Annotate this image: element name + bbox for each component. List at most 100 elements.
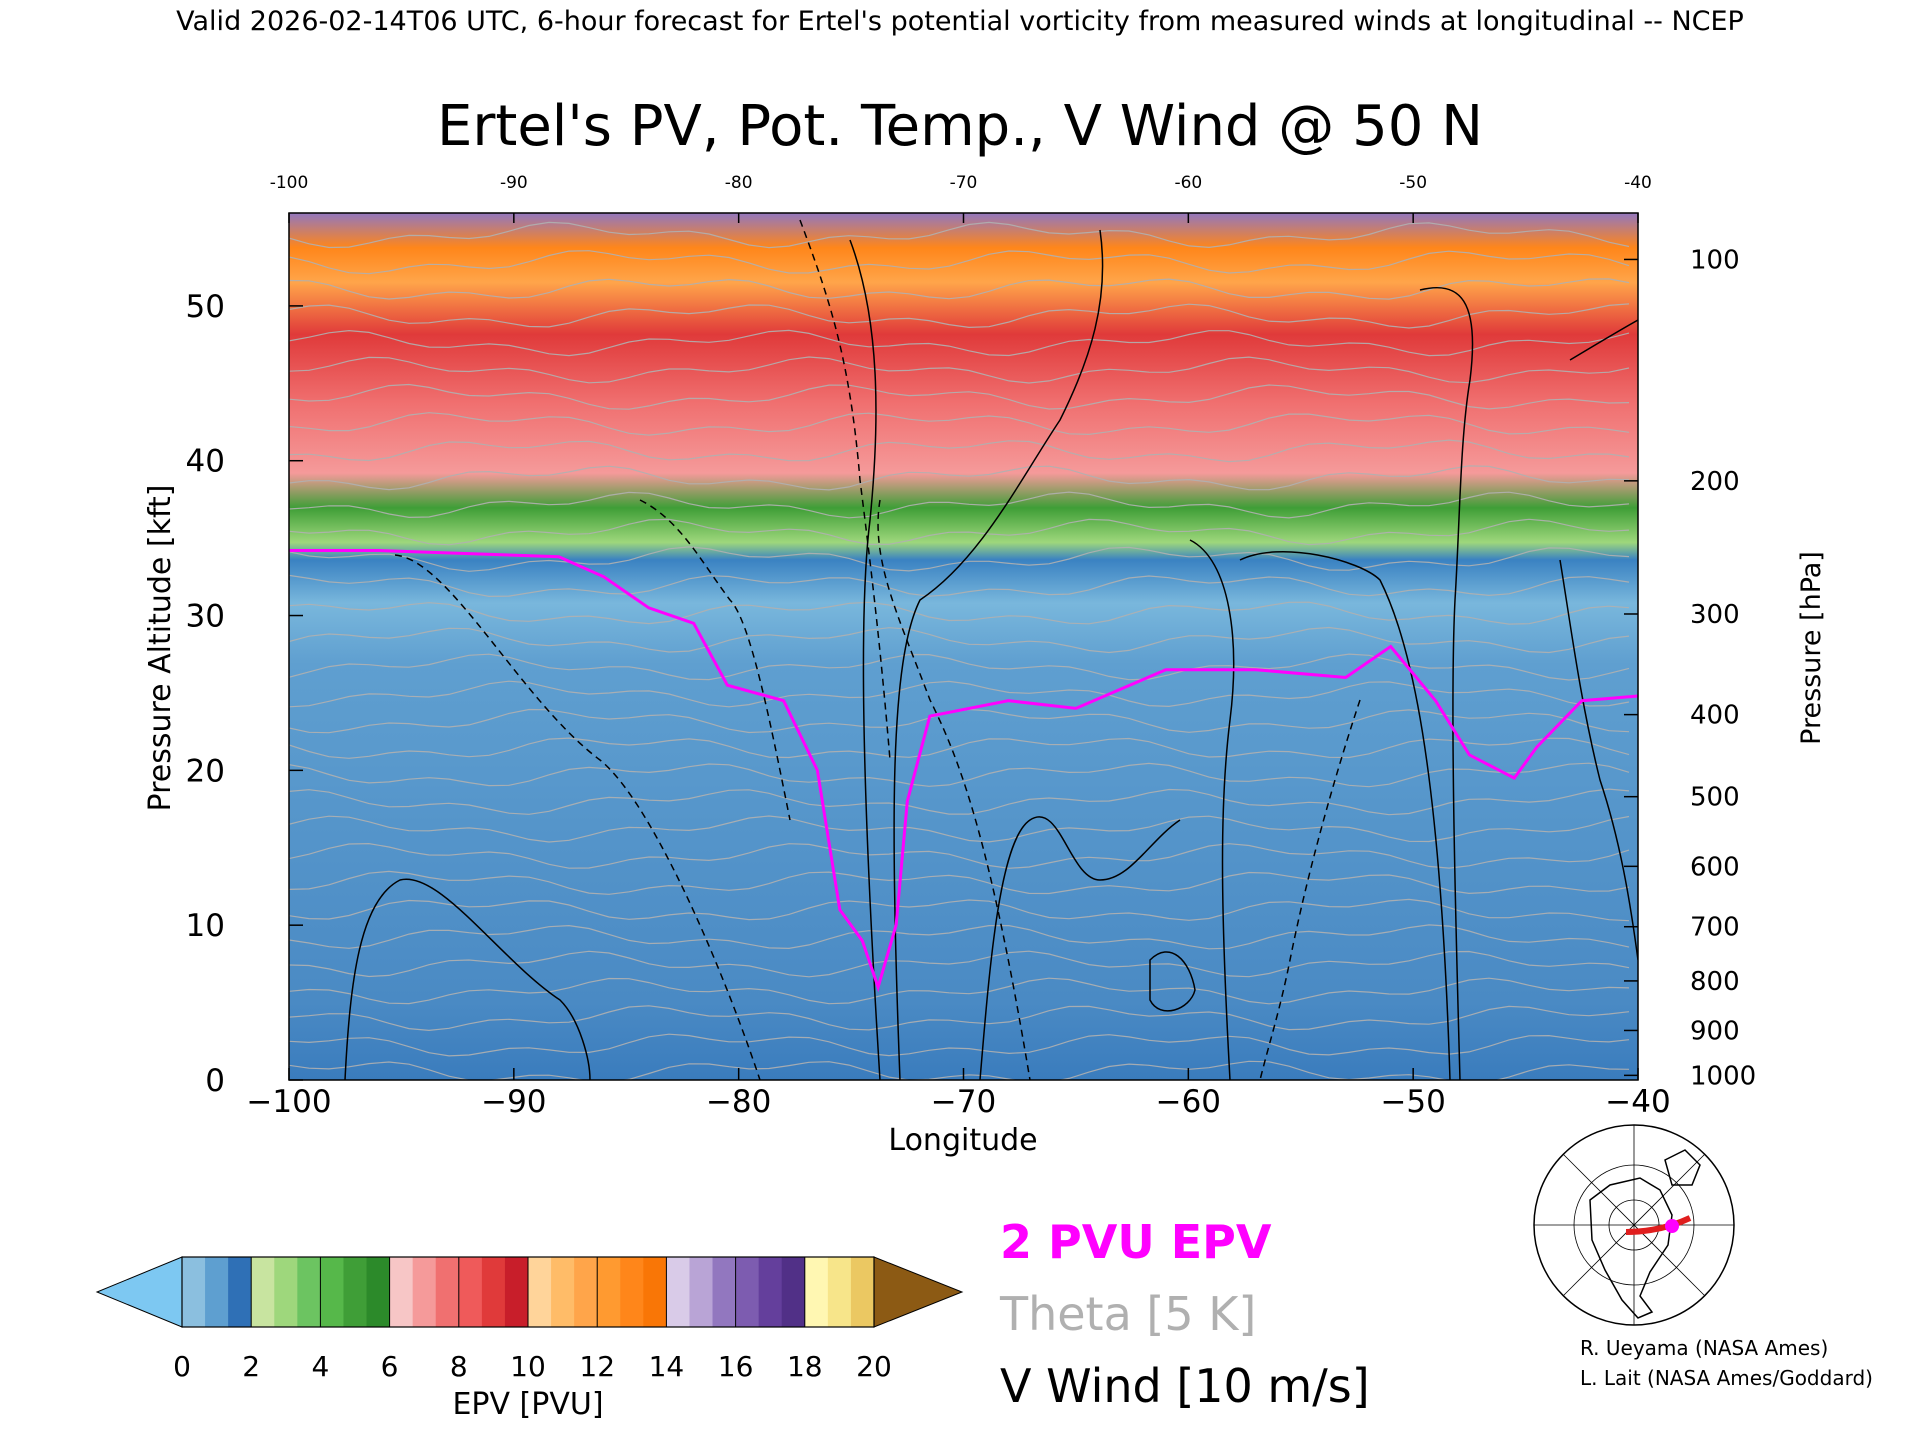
theta-contour-line bbox=[289, 329, 1630, 357]
theta-contour-line bbox=[289, 977, 1630, 1005]
colorbar-segment bbox=[343, 1257, 368, 1327]
colorbar-segment bbox=[620, 1257, 644, 1327]
colorbar-segment bbox=[389, 1257, 414, 1327]
v-wind-contour-line bbox=[1559, 559, 1638, 961]
pressure-tick-label: 200 bbox=[1690, 467, 1740, 497]
theta-contour-line bbox=[289, 815, 1630, 843]
theta-contour-line bbox=[289, 412, 1630, 436]
top-x-tick-label: -50 bbox=[1399, 173, 1427, 193]
theta-contour-line bbox=[289, 842, 1630, 869]
colorbar-tick-label: 20 bbox=[856, 1350, 892, 1383]
top-x-tick-label: -60 bbox=[1174, 173, 1202, 193]
colorbar-tick-label: 12 bbox=[579, 1350, 615, 1383]
theta-contour-line bbox=[289, 626, 1630, 654]
v-wind-contour-line bbox=[344, 878, 591, 1080]
locator-map bbox=[1533, 1124, 1735, 1326]
colorbar: 0 2 4 6 8 10 12 14 16 18 20 bbox=[95, 1256, 964, 1383]
colorbar-frame bbox=[181, 1256, 875, 1328]
colorbar-segment bbox=[320, 1257, 344, 1327]
theta-contour-line bbox=[289, 465, 1630, 491]
theta-contour-line bbox=[289, 356, 1630, 384]
section-marker-icon bbox=[1665, 1219, 1679, 1233]
pressure-tick-label: 700 bbox=[1690, 913, 1740, 943]
colorbar-segment bbox=[274, 1257, 298, 1327]
header-text: Valid 2026-02-14T06 UTC, 6-hour forecast… bbox=[176, 6, 1744, 37]
top-x-tick-label: -80 bbox=[725, 173, 753, 193]
pressure-tick-label: 400 bbox=[1690, 701, 1740, 731]
theta-contour-line bbox=[289, 870, 1630, 895]
colorbar-segment bbox=[850, 1257, 875, 1327]
v-wind-contour-line bbox=[1259, 699, 1361, 1080]
credit-line-2: L. Lait (NASA Ames/Goddard) bbox=[1580, 1366, 1873, 1390]
legend-item-theta: Theta [5 K] bbox=[999, 1287, 1256, 1341]
colorbar-segment bbox=[182, 1257, 206, 1327]
colorbar-tick-label: 0 bbox=[173, 1350, 191, 1383]
pressure-tick-label: 600 bbox=[1690, 852, 1740, 882]
theta-contour-line bbox=[289, 518, 1630, 546]
theta-contour-line bbox=[289, 1033, 1630, 1057]
theta-contour-line bbox=[289, 491, 1630, 519]
theta-contour-line bbox=[289, 546, 1630, 572]
v-wind-contour-line bbox=[893, 229, 1104, 1080]
legend: 2 PVU EPV Theta [5 K] V Wind [10 m/s] bbox=[999, 1215, 1370, 1413]
pressure-tick-label: 900 bbox=[1690, 1016, 1740, 1046]
pressure-tick-label: 1000 bbox=[1690, 1061, 1756, 1091]
theta-contour-line bbox=[289, 1005, 1630, 1032]
colorbar-segment bbox=[481, 1257, 506, 1327]
colorbar-segment bbox=[412, 1257, 437, 1327]
colorbar-segment bbox=[804, 1257, 829, 1327]
x-tick-label: −90 bbox=[481, 1084, 546, 1120]
pressure-tick-label: 100 bbox=[1690, 245, 1740, 275]
colorbar-segment bbox=[251, 1257, 275, 1327]
y-tick-label: 30 bbox=[186, 599, 225, 635]
colorbar-tick-label: 6 bbox=[381, 1350, 399, 1383]
legend-item-epv: 2 PVU EPV bbox=[1000, 1215, 1272, 1269]
colorbar-label: EPV [PVU] bbox=[452, 1387, 603, 1422]
colorbar-segment bbox=[666, 1257, 690, 1327]
theta-contour-line bbox=[289, 250, 1630, 275]
v-wind-contour-line bbox=[979, 816, 1181, 1080]
theta-contour-line bbox=[289, 924, 1630, 950]
pressure-tick-label: 800 bbox=[1690, 967, 1740, 997]
colorbar-tick-label: 4 bbox=[311, 1350, 329, 1383]
top-x-tick-label: -40 bbox=[1624, 173, 1652, 193]
x-tick-label: −100 bbox=[246, 1084, 331, 1120]
y-tick-label: 20 bbox=[186, 753, 225, 789]
axes: −100 -100 −90 -90 −80 -80 −70 -70 −60 -60 −50 -50 −4… bbox=[186, 173, 1757, 1120]
x-tick-label: −60 bbox=[1156, 1084, 1221, 1120]
theta-contour-line bbox=[289, 383, 1630, 410]
theta-contour-line bbox=[289, 1060, 1630, 1080]
y-tick-label: 50 bbox=[186, 289, 225, 325]
x-tick-label: −80 bbox=[706, 1084, 771, 1120]
colorbar-tick-label: 10 bbox=[510, 1350, 546, 1383]
v-wind-contour-line bbox=[1419, 286, 1474, 1080]
greenland-coastline-icon bbox=[1664, 1149, 1701, 1186]
v-wind-contour-line bbox=[1239, 550, 1451, 1080]
tropopause-2pvu-contour bbox=[289, 549, 1638, 993]
colorbar-segment bbox=[643, 1257, 667, 1327]
theta-contour-line bbox=[289, 950, 1630, 978]
v-wind-contours bbox=[344, 219, 1638, 1080]
colorbar-tick-label: 2 bbox=[242, 1350, 260, 1383]
pressure-tick-label: 300 bbox=[1690, 600, 1740, 630]
colorbar-segment bbox=[435, 1257, 460, 1327]
top-x-tick-label: -90 bbox=[500, 173, 528, 193]
colorbar-tick-label: 16 bbox=[718, 1350, 754, 1383]
legend-item-vwind: V Wind [10 m/s] bbox=[1000, 1359, 1370, 1413]
x-tick-label: −50 bbox=[1380, 1084, 1445, 1120]
theta-contour-line bbox=[289, 680, 1630, 708]
theta-contour-line bbox=[289, 898, 1630, 922]
top-x-tick-label: -100 bbox=[270, 173, 309, 193]
theta-contour-line bbox=[289, 737, 1630, 759]
colorbar-tick-label: 14 bbox=[649, 1350, 685, 1383]
pressure-axis-label: Pressure [hPa] bbox=[1796, 551, 1827, 745]
theta-contour-line bbox=[289, 762, 1630, 788]
v-wind-contour-line bbox=[1149, 951, 1196, 1012]
theta-contour-line bbox=[289, 788, 1630, 816]
v-wind-contour-line bbox=[849, 239, 881, 1080]
north-america-coastline-icon bbox=[1589, 1177, 1673, 1319]
colorbar-segment bbox=[297, 1257, 321, 1327]
v-wind-contour-line bbox=[877, 499, 1031, 1080]
colorbar-segment bbox=[228, 1257, 252, 1327]
